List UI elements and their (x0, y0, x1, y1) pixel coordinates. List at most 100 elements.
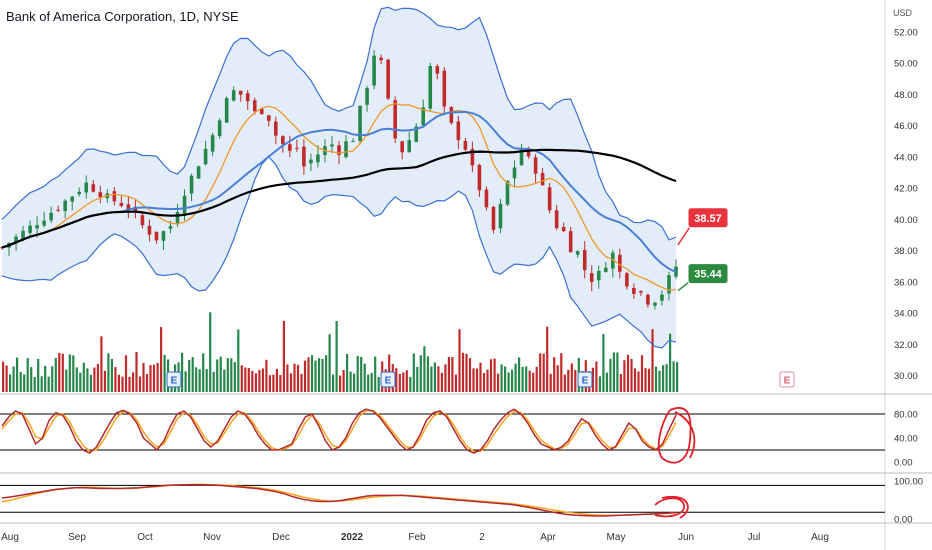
candle-body (119, 202, 124, 207)
time-tick-label: Jun (678, 532, 694, 543)
bollinger-band (2, 7, 676, 349)
earnings-marker[interactable]: E (380, 371, 396, 388)
volume-bar (672, 361, 675, 392)
stoch-k-line (1, 408, 677, 454)
volume-bar (82, 362, 85, 392)
volume-bar (279, 375, 282, 392)
earnings-marker[interactable]: E (779, 371, 795, 388)
volume-bar (202, 353, 205, 392)
volume-bar (233, 362, 236, 392)
volume-bar (54, 357, 57, 392)
candle (449, 106, 454, 125)
earnings-marker-label: E (171, 376, 178, 387)
candle-body (259, 108, 264, 115)
candle-body (646, 294, 650, 305)
volume-bar (9, 374, 12, 392)
oscillator-panel (0, 483, 885, 519)
earnings-marker-label: E (582, 376, 589, 387)
candle-body (533, 157, 538, 174)
candle (428, 62, 433, 111)
candle (561, 222, 566, 232)
candle-body (77, 191, 82, 195)
volume-bar (602, 334, 605, 392)
volume-bar (226, 358, 229, 392)
volume-bar (479, 362, 482, 392)
volume-bar (72, 355, 75, 392)
volume-bar (637, 371, 640, 392)
annotation-circle (654, 495, 689, 519)
volume-bar (497, 373, 500, 392)
candle-body (295, 147, 299, 149)
time-axis[interactable]: Aug Sep Oct Nov Dec 2022 Feb 2 Apr May Jun Jul Aug (1, 532, 829, 543)
volume-bar (244, 367, 247, 392)
candle-body (63, 200, 67, 212)
price-tick-label: 52.00 (894, 28, 918, 39)
candle-body (42, 220, 46, 226)
volume-bar (307, 357, 310, 392)
candle (196, 165, 201, 179)
volume-bar (353, 373, 356, 392)
volume-bar (528, 370, 531, 392)
volume-bar (447, 357, 450, 392)
candle (231, 86, 236, 102)
candle-body (175, 212, 180, 225)
candle (540, 167, 545, 186)
volume-bar (556, 365, 559, 392)
candle (582, 241, 587, 279)
price-tick-label: 34.00 (894, 309, 918, 320)
candle-body (358, 105, 362, 141)
candle-body (540, 172, 545, 186)
volume-bar (609, 358, 612, 392)
volume-bar (405, 370, 408, 392)
volume-bar (205, 369, 208, 392)
candle-body (372, 55, 376, 86)
candle (42, 211, 46, 228)
candle-body (14, 236, 18, 244)
volume-bar (247, 368, 250, 392)
price-label-value: 35.44 (694, 269, 722, 281)
volume-bar (640, 355, 644, 392)
candle (596, 265, 601, 289)
candle-body (288, 144, 292, 151)
time-tick-label: 2 (479, 532, 485, 543)
time-tick-label: May (607, 532, 626, 543)
candle-body (639, 291, 643, 293)
candle (533, 154, 538, 183)
earnings-marker[interactable]: E (166, 371, 182, 388)
volume-bar (79, 372, 82, 392)
candle (477, 163, 482, 197)
candle-body (161, 231, 166, 241)
price-axis[interactable]: 52.00 50.00 48.00 46.00 44.00 42.00 40.00 38.00… (894, 28, 923, 526)
volume-bar (451, 357, 454, 392)
candle-body (84, 182, 89, 193)
candle (274, 116, 278, 145)
volume-bar (612, 352, 615, 392)
stochastic-panel (0, 407, 885, 464)
volume-bar (103, 370, 106, 392)
volume-bar (370, 373, 373, 392)
volume-bar (68, 354, 71, 392)
candle (407, 131, 412, 153)
candle (98, 185, 103, 204)
volume-bar (507, 372, 510, 392)
candle (463, 137, 468, 152)
volume-bar (163, 354, 166, 392)
candle (575, 250, 580, 258)
candle (203, 140, 208, 166)
volume-bar (268, 375, 271, 392)
earnings-marker[interactable]: E (577, 371, 593, 388)
candle (625, 272, 629, 290)
candle-body (611, 252, 615, 269)
stoch-tick-label: 40.00 (894, 434, 918, 445)
volume-bar (419, 355, 422, 392)
candle-body (266, 115, 271, 121)
candle (147, 219, 152, 242)
price-tick-label: 30.00 (894, 371, 918, 382)
volume-bar (303, 360, 307, 392)
volume-bar (511, 369, 514, 392)
candle (512, 160, 517, 187)
candle (519, 143, 524, 167)
